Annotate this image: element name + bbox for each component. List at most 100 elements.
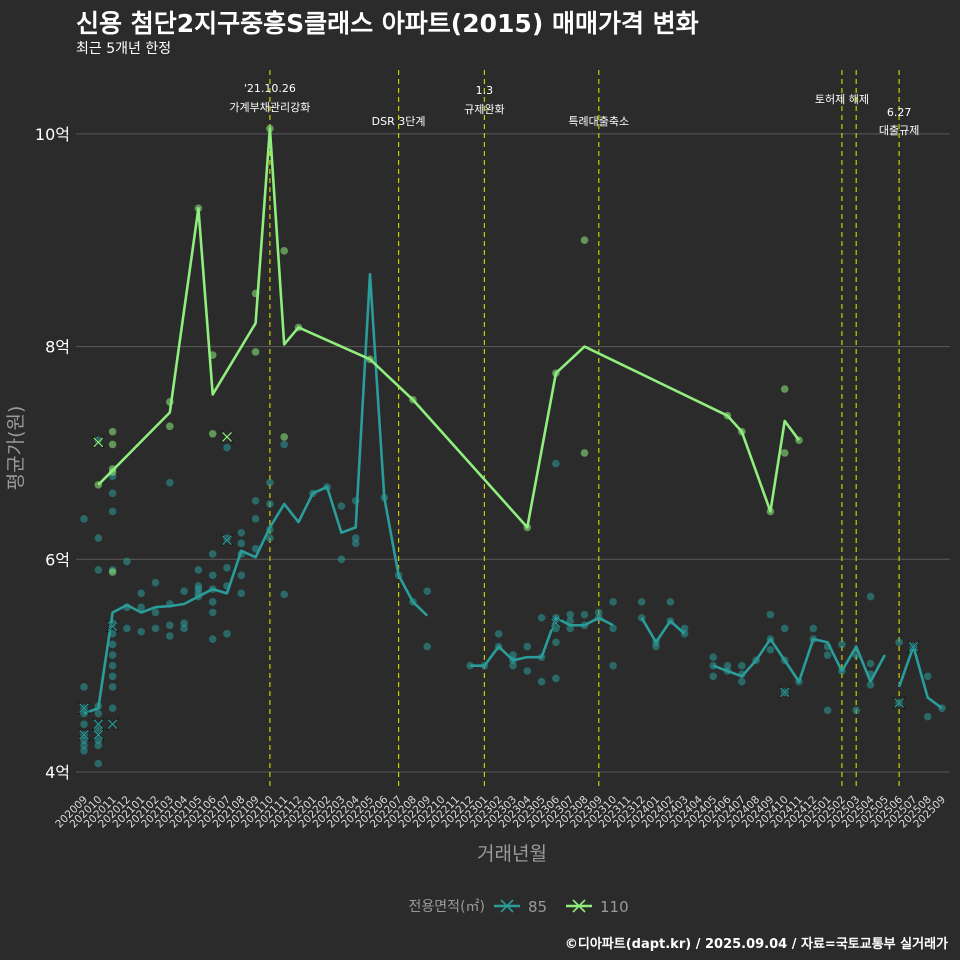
data-point-85 [423, 587, 432, 596]
y-tick-label: 10억 [35, 125, 70, 144]
data-point-85 [123, 557, 131, 566]
data-point-85 [351, 539, 360, 548]
data-point-85 [151, 624, 160, 633]
legend-swatch-mark [572, 899, 586, 913]
data-point-85 [609, 598, 617, 606]
data-point-85 [923, 672, 932, 681]
data-point-85 [108, 704, 117, 713]
data-point-85 [809, 624, 818, 633]
data-point-85 [923, 712, 932, 721]
data-point-85 [237, 571, 246, 580]
data-point-85 [151, 608, 160, 617]
data-point-85 [180, 587, 188, 596]
event-label: 토허제 해제 [815, 92, 869, 106]
data-point-85 [94, 436, 103, 444]
event-label: 특례대출축소 [568, 115, 629, 128]
data-point-85 [223, 564, 231, 572]
data-point-85 [208, 550, 217, 558]
data-point-85 [108, 672, 117, 681]
data-point-85 [94, 725, 103, 734]
data-point-85 [852, 706, 860, 715]
data-point-85 [509, 661, 517, 670]
series-line-110 [97, 127, 801, 529]
data-point-85 [552, 459, 560, 468]
data-point-85 [80, 741, 88, 750]
cancelled-marker-85 [106, 718, 119, 731]
data-point-85 [80, 720, 88, 728]
data-point-85 [337, 555, 346, 564]
data-point-85 [280, 440, 289, 449]
data-point-85 [94, 566, 103, 574]
data-point-85 [251, 515, 260, 523]
chart-subtitle: 최근 5개년 한정 [76, 41, 172, 57]
cancelled-marker-85 [92, 728, 105, 741]
data-point-85 [666, 598, 675, 606]
data-point-85 [266, 534, 274, 542]
data-point-85 [94, 741, 103, 750]
data-point-85 [180, 619, 188, 627]
data-point-85 [566, 610, 574, 619]
data-point-110 [280, 433, 289, 441]
data-point-85 [208, 598, 217, 606]
data-point-85 [637, 598, 646, 606]
data-point-85 [866, 659, 875, 668]
data-point-85 [108, 651, 117, 659]
data-point-85 [738, 677, 746, 686]
data-point-85 [595, 608, 603, 617]
event-label: 규제완화 [464, 103, 504, 116]
data-point-85 [723, 661, 732, 670]
data-point-85 [108, 661, 117, 670]
data-point-110 [166, 422, 174, 431]
data-point-85 [94, 736, 103, 744]
data-point-85 [80, 683, 88, 691]
data-point-85 [108, 507, 117, 516]
event-label: 가계부채관리강화 [229, 101, 310, 114]
data-point-85 [123, 624, 131, 633]
data-point-85 [609, 624, 617, 633]
series-line-85 [640, 617, 686, 644]
cancelled-marker-85 [77, 728, 91, 741]
data-point-85 [523, 642, 532, 651]
data-point-85 [237, 528, 246, 537]
data-point-85 [208, 635, 217, 643]
data-point-110 [280, 247, 289, 255]
data-point-85 [108, 640, 117, 649]
series-layer [77, 124, 946, 768]
data-point-85 [94, 709, 103, 718]
data-point-110 [580, 449, 589, 457]
y-tick-label: 4억 [45, 763, 70, 782]
cancelled-marker-85 [106, 620, 119, 633]
data-point-85 [80, 746, 88, 755]
data-point-85 [194, 566, 203, 574]
data-point-85 [609, 661, 617, 670]
data-point-85 [151, 578, 160, 587]
event-label: '21.10.26 [244, 82, 296, 95]
data-point-85 [823, 651, 832, 659]
data-point-85 [709, 653, 717, 661]
data-point-110 [108, 440, 117, 449]
data-point-85 [537, 614, 546, 622]
data-point-85 [895, 638, 903, 647]
cancelled-marker-85 [220, 534, 234, 547]
event-label: 6.27 [887, 106, 912, 119]
cancelled-marker-85 [77, 702, 91, 715]
data-point-85 [80, 515, 88, 523]
event-label: DSR 3단계 [372, 115, 426, 128]
series-line-85 [712, 637, 886, 683]
data-point-85 [166, 621, 174, 630]
x-tick-labels: 2020092020102020112020122021012021022021… [53, 793, 948, 830]
data-point-85 [94, 534, 103, 542]
data-point-85 [108, 683, 117, 691]
data-point-85 [223, 629, 231, 638]
data-point-85 [208, 608, 217, 617]
data-point-85 [80, 736, 88, 744]
y-tick-label: 6억 [45, 550, 70, 569]
y-axis-label: 평균가(원) [5, 406, 27, 491]
legend-label-85: 85 [528, 898, 547, 916]
y-tick-label: 8억 [45, 338, 70, 357]
event-label: 1.3 [476, 84, 494, 97]
data-point-85 [523, 667, 532, 675]
data-point-85 [766, 645, 775, 654]
